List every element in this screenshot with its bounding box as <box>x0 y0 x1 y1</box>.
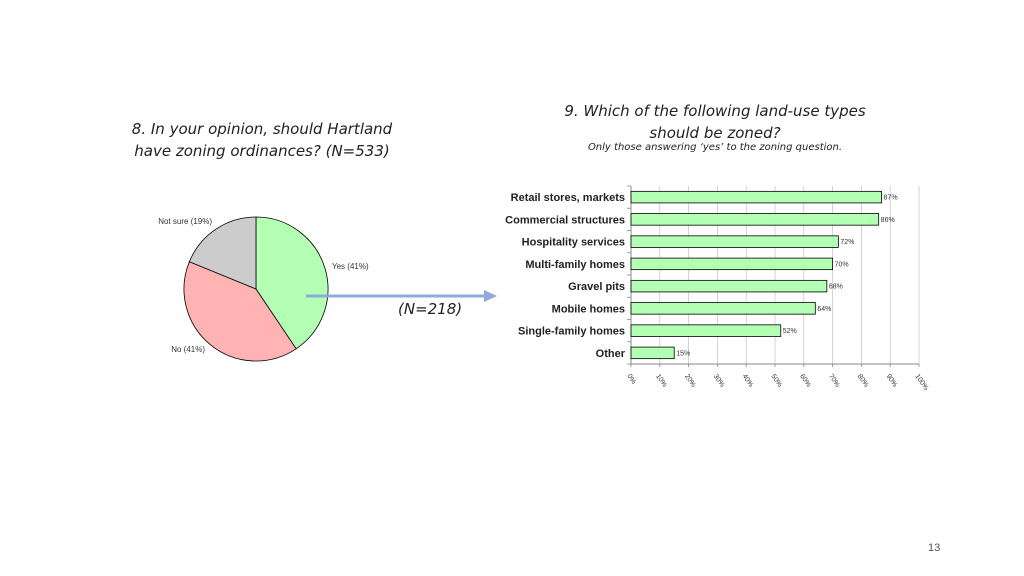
pie-slice-label: Not sure (19%) <box>158 217 212 226</box>
bar <box>630 279 828 293</box>
pie-slice <box>183 261 297 362</box>
pie-slice <box>255 216 329 350</box>
pie-slice <box>188 216 257 290</box>
category-label: Other <box>596 348 626 360</box>
category-label: Single-family homes <box>518 326 625 338</box>
pie-slice-label: No (41%) <box>171 345 205 354</box>
category-label: Multi-family homes <box>525 259 625 271</box>
value-label: 64% <box>817 306 831 313</box>
bar-chart: Retail stores, markets 87% Commercial stru… <box>505 185 929 392</box>
category-label: Retail stores, markets <box>511 192 625 204</box>
bar-chart-subtitle: Only those answering ‘yes’ to the zoning… <box>587 142 843 153</box>
pie-chart-title: 8. In your opinion, should Hartland have… <box>131 120 393 160</box>
value-label: 52% <box>783 328 797 335</box>
bar <box>630 235 839 248</box>
x-tick-label: 10% <box>654 373 668 388</box>
x-tick-label: 20% <box>683 373 697 388</box>
pie-slice-label: Yes (41%) <box>332 262 369 271</box>
bar <box>630 213 880 226</box>
value-label: 86% <box>881 217 895 224</box>
bar <box>630 190 882 204</box>
category-label: Hospitality services <box>522 237 625 249</box>
x-tick-label: 90% <box>885 373 899 388</box>
x-tick-label: 0% <box>625 373 637 385</box>
x-tick-label: 40% <box>741 373 755 388</box>
arrow <box>306 290 497 302</box>
arrow-label: (N=218) <box>398 300 463 318</box>
value-label: 70% <box>835 261 849 268</box>
value-label: 72% <box>840 239 854 246</box>
value-label: 15% <box>676 350 690 357</box>
x-tick-label: 80% <box>856 373 870 388</box>
bar <box>630 302 816 315</box>
value-label: 68% <box>829 284 843 291</box>
x-tick-label: 70% <box>827 373 841 388</box>
pie-chart: Yes (41%) No (41%) Not sure (19%) <box>158 216 369 362</box>
arrow-head-icon <box>484 290 497 302</box>
bar <box>630 257 834 271</box>
value-label: 87% <box>884 195 898 202</box>
category-label: Mobile homes <box>552 303 625 315</box>
category-label: Commercial structures <box>505 214 625 226</box>
x-tick-label: 100% <box>913 373 929 392</box>
category-label: Gravel pits <box>568 281 625 293</box>
bar-chart-title: 9. Which of the following land-use types… <box>564 102 866 142</box>
slide-number: 13 <box>928 542 941 554</box>
bar <box>630 324 782 337</box>
x-tick-label: 50% <box>769 373 783 388</box>
bar <box>630 346 675 360</box>
x-tick-label: 30% <box>712 373 726 388</box>
x-tick-label: 60% <box>798 373 812 388</box>
